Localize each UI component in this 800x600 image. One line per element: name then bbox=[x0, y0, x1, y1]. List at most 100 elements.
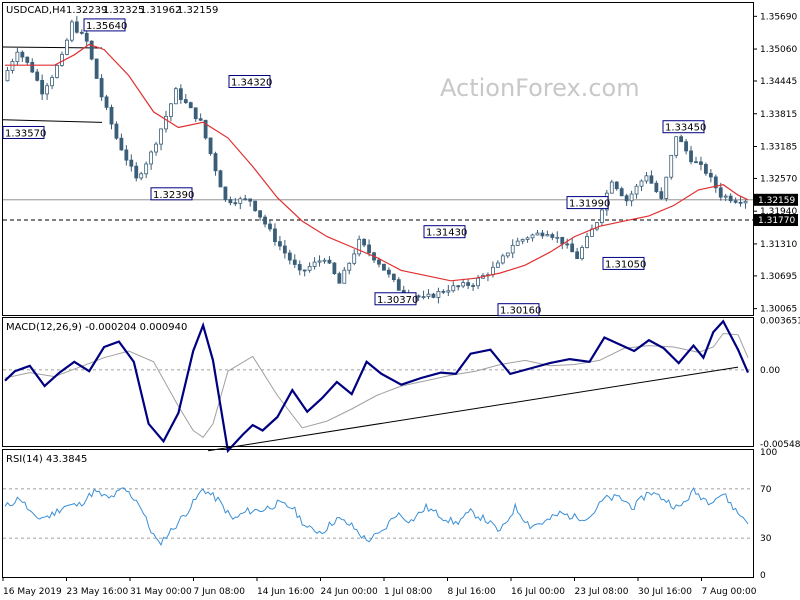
candle-body bbox=[139, 173, 144, 179]
candle-body bbox=[674, 136, 679, 156]
candle-body bbox=[446, 290, 451, 293]
candle-body bbox=[99, 78, 104, 98]
rsi-y-tick-label: 30 bbox=[760, 534, 772, 544]
candle-body bbox=[268, 223, 272, 230]
candle-body bbox=[599, 209, 604, 224]
price-y-tick-label: 1.31940 bbox=[760, 207, 797, 217]
candle-body bbox=[40, 79, 45, 95]
moving-average-line bbox=[5, 43, 749, 282]
candle-body bbox=[79, 31, 84, 34]
candle-body bbox=[565, 243, 570, 246]
candle-body bbox=[332, 262, 337, 275]
candle-body bbox=[35, 71, 40, 81]
candle-body bbox=[585, 236, 589, 248]
macd-y-tick-label: -0.005489 bbox=[760, 440, 800, 450]
candle-body bbox=[382, 263, 386, 271]
candle-body bbox=[595, 222, 599, 230]
candle-body bbox=[89, 40, 94, 60]
candle-body bbox=[322, 259, 327, 262]
candle-body bbox=[94, 58, 99, 79]
candle-body bbox=[495, 262, 500, 268]
candle-body bbox=[223, 186, 228, 200]
candle-body bbox=[743, 200, 748, 204]
candle-body bbox=[664, 176, 669, 199]
candle-body bbox=[154, 143, 158, 153]
x-tick-label: 16 May 2019 bbox=[3, 587, 62, 597]
price-annotation-label: 1.30370 bbox=[377, 295, 418, 306]
candle-body bbox=[520, 239, 525, 242]
candle-body bbox=[149, 151, 154, 165]
candle-body bbox=[580, 247, 584, 260]
price-annotation-label: 1.35640 bbox=[86, 21, 127, 32]
candle-body bbox=[233, 202, 238, 205]
candle-body bbox=[10, 61, 15, 71]
price-annotation-label: 1.34320 bbox=[231, 78, 272, 89]
candle-body bbox=[699, 161, 703, 165]
candle-body bbox=[718, 187, 723, 198]
channel-upper-line bbox=[2, 46, 103, 49]
candle-body bbox=[491, 266, 495, 276]
candle-body bbox=[169, 103, 173, 117]
candle-body bbox=[634, 185, 639, 195]
candle-body bbox=[505, 252, 510, 257]
candle-body bbox=[208, 137, 213, 154]
ohlc-high: 1.32325 bbox=[103, 5, 144, 16]
candle-body bbox=[391, 273, 396, 281]
x-tick-label: 14 Jun 16:00 bbox=[257, 587, 314, 597]
candle-body bbox=[738, 201, 743, 204]
candle-body bbox=[575, 251, 580, 260]
candle-body bbox=[109, 106, 114, 125]
rsi-line bbox=[4, 486, 749, 547]
candle-body bbox=[609, 181, 614, 194]
candle-body bbox=[619, 188, 624, 197]
candle-body bbox=[396, 279, 401, 291]
price-y-tick-label: 1.33815 bbox=[760, 110, 797, 120]
candle-body bbox=[466, 282, 471, 286]
macd-panel-title: MACD(12,26,9) -0.000204 0.000940 bbox=[6, 322, 187, 333]
candle-body bbox=[570, 243, 575, 253]
candle-body bbox=[213, 153, 218, 172]
price-panel bbox=[2, 2, 754, 316]
candle-body bbox=[144, 163, 149, 175]
candle-body bbox=[198, 118, 203, 121]
ohlc-close: 1.32159 bbox=[177, 5, 218, 16]
candle-body bbox=[362, 238, 367, 246]
current-price-box bbox=[754, 193, 798, 206]
candle-body bbox=[679, 136, 684, 143]
price-annotation-box bbox=[602, 256, 645, 270]
candle-body bbox=[188, 102, 193, 109]
candle-body bbox=[426, 293, 431, 297]
candle-body bbox=[659, 191, 664, 199]
rsi-y-tick-label: 0 bbox=[760, 571, 766, 581]
candle-body bbox=[723, 195, 728, 198]
price-y-tick-label: 1.35690 bbox=[760, 12, 797, 22]
current-price-label: 1.32159 bbox=[758, 196, 795, 206]
candle-body bbox=[377, 259, 381, 265]
candle-body bbox=[297, 264, 302, 271]
candle-body bbox=[461, 282, 466, 287]
candle-body bbox=[545, 234, 550, 237]
price-y-tick-label: 1.35060 bbox=[760, 45, 797, 55]
price-annotation-box bbox=[374, 292, 417, 306]
candle-body bbox=[347, 262, 352, 271]
price-annotation-label: 1.31050 bbox=[605, 259, 646, 270]
price-y-tick-label: 1.30065 bbox=[760, 305, 797, 315]
x-tick-label: 23 May 16:00 bbox=[67, 587, 129, 597]
ohlc-open: 1.32239 bbox=[66, 5, 107, 16]
candle-body bbox=[535, 232, 540, 236]
price-annotation-box bbox=[566, 196, 609, 210]
candle-body bbox=[649, 175, 654, 184]
candle-body bbox=[203, 119, 208, 139]
price-panel-title: USDCAD,H4 bbox=[6, 5, 66, 16]
candle-body bbox=[134, 165, 139, 179]
candle-body bbox=[629, 193, 634, 202]
macd-panel bbox=[2, 317, 754, 447]
candle-body bbox=[639, 180, 644, 187]
price-annotation-box bbox=[228, 75, 271, 89]
rsi-y-tick-label: 100 bbox=[760, 448, 777, 458]
x-tick-label: 24 Jun 00:00 bbox=[321, 587, 378, 597]
candle-body bbox=[525, 237, 530, 240]
candle-body bbox=[104, 96, 109, 108]
price-annotation-label: 1.33570 bbox=[5, 128, 46, 139]
